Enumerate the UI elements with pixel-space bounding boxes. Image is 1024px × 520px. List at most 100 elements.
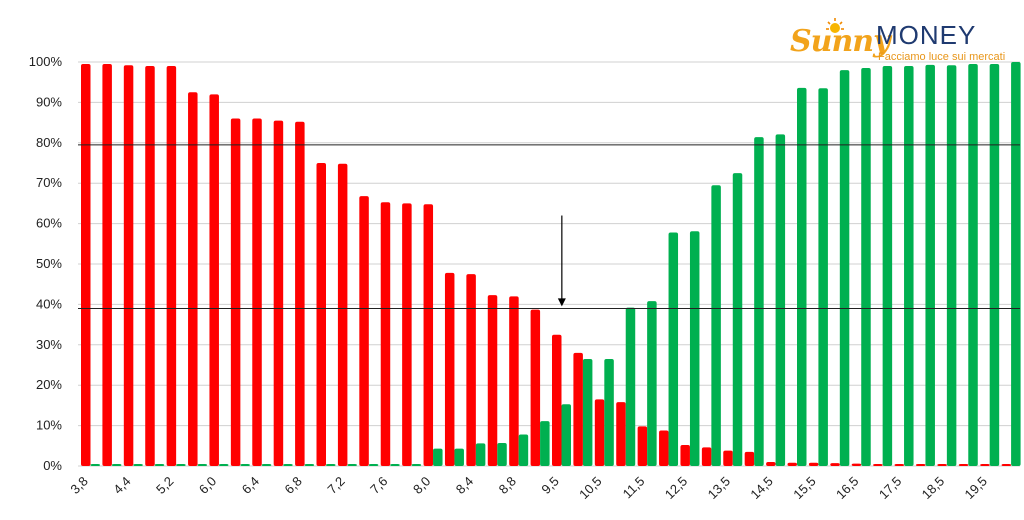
arrow-head (557, 298, 566, 307)
green-bar (604, 358, 614, 466)
red-bar (1001, 463, 1012, 466)
arrow-annotation (557, 215, 566, 307)
y-axis-tick-labels: 0% 10% 20% 30% 40% 50% 60% 70% 80% 90% 100% (29, 54, 63, 473)
red-bar (873, 463, 883, 466)
x-tick-label: 17,5 (876, 474, 905, 503)
green-bar (497, 442, 507, 466)
green-bar (904, 66, 914, 466)
x-tick-label: 13,5 (705, 474, 734, 503)
red-bar (380, 202, 391, 467)
green-bar (561, 404, 571, 466)
green-bar (647, 301, 657, 466)
x-tick-label: 15,5 (790, 474, 819, 503)
x-tick-label: 14,5 (747, 474, 776, 503)
green-bar (668, 232, 679, 466)
x-tick-label: 5,2 (153, 474, 176, 497)
red-bar (594, 399, 605, 466)
green-bar (133, 463, 143, 466)
red-bar (723, 450, 733, 466)
red-bar (359, 196, 369, 467)
y-tick-label: 50% (36, 256, 62, 271)
red-bar (188, 92, 198, 467)
y-tick-label: 40% (36, 296, 62, 311)
green-bar (433, 448, 443, 466)
logo-brand-sunny: Sunny (790, 24, 891, 59)
green-bar (518, 434, 529, 466)
green-bar (775, 134, 786, 467)
red-bar (316, 163, 326, 466)
green-bar (989, 64, 1000, 467)
green-bar (390, 463, 400, 466)
red-bar (252, 118, 262, 466)
y-tick-label: 80% (36, 135, 62, 150)
red-bar (444, 272, 455, 466)
green-bar (925, 64, 935, 466)
x-tick-label: 16,5 (833, 474, 862, 503)
green-bar (154, 463, 165, 466)
red-bar (81, 64, 91, 467)
green-bar (326, 463, 336, 466)
sun-icon (826, 18, 844, 33)
sunnymoney-logo: Sunny MONEY Facciamo luce sui mercati (782, 18, 1010, 68)
green-bar (111, 463, 122, 466)
red-bar (487, 295, 498, 466)
red-bar (530, 309, 541, 466)
y-tick-label: 100% (29, 54, 63, 69)
x-tick-label: 18,5 (919, 474, 948, 503)
green-bar (240, 463, 250, 466)
red-bar (423, 204, 434, 466)
red-bar (980, 463, 990, 466)
y-tick-label: 0% (43, 458, 62, 473)
y-tick-label: 20% (36, 377, 62, 392)
red-bar (573, 352, 583, 466)
green-bar (475, 443, 486, 466)
x-tick-label: 19,5 (962, 474, 991, 503)
red-bar (230, 118, 241, 466)
x-tick-label: 3,8 (67, 474, 90, 497)
green-bar (625, 307, 636, 466)
green-bar (368, 463, 379, 466)
x-tick-label: 8,8 (496, 474, 519, 497)
x-tick-label: 10,5 (576, 474, 605, 503)
x-tick-label: 11,5 (620, 474, 648, 502)
y-tick-label: 30% (36, 337, 62, 352)
x-tick-label: 6,0 (196, 474, 219, 497)
green-bar (818, 88, 828, 466)
green-bar (347, 463, 357, 466)
green-bar (754, 137, 764, 467)
red-bar (273, 120, 284, 466)
red-bar (209, 94, 219, 466)
x-tick-label: 8,0 (410, 474, 433, 497)
green-bar (689, 231, 700, 466)
green-bar (582, 358, 593, 466)
green-bar (839, 70, 850, 466)
green-bar (882, 66, 893, 466)
red-bar (766, 461, 776, 466)
green-bar (454, 448, 464, 466)
red-bar (937, 463, 947, 466)
red-bar (894, 463, 905, 466)
green-bar (411, 463, 422, 466)
green-bar (304, 463, 315, 466)
x-tick-label: 7,6 (367, 474, 390, 497)
green-bar (946, 65, 957, 467)
green-bar (218, 463, 229, 466)
reference-lines (78, 144, 1020, 309)
red-bar (145, 66, 155, 466)
green-bar (711, 185, 721, 466)
red-bar (402, 203, 412, 466)
red-bar (337, 163, 348, 467)
red-bar (830, 463, 840, 466)
green-bar (1011, 62, 1021, 466)
green-bar (283, 463, 293, 466)
red-bar (915, 463, 926, 466)
red-bar (787, 462, 797, 466)
x-tick-label: 9,5 (538, 474, 561, 497)
y-tick-label: 70% (36, 175, 62, 190)
bars (81, 62, 1021, 467)
red-bar (466, 274, 476, 466)
green-bar (176, 463, 186, 466)
red-bar (166, 66, 177, 466)
red-bar (958, 463, 969, 466)
